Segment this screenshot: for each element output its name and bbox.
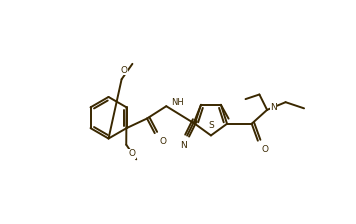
Text: N: N (270, 103, 277, 112)
Text: O: O (129, 149, 136, 158)
Text: O: O (262, 145, 269, 154)
Text: N: N (180, 141, 187, 150)
Text: NH: NH (171, 98, 184, 107)
Text: S: S (208, 121, 214, 130)
Text: O: O (159, 137, 166, 146)
Text: O: O (120, 66, 127, 75)
